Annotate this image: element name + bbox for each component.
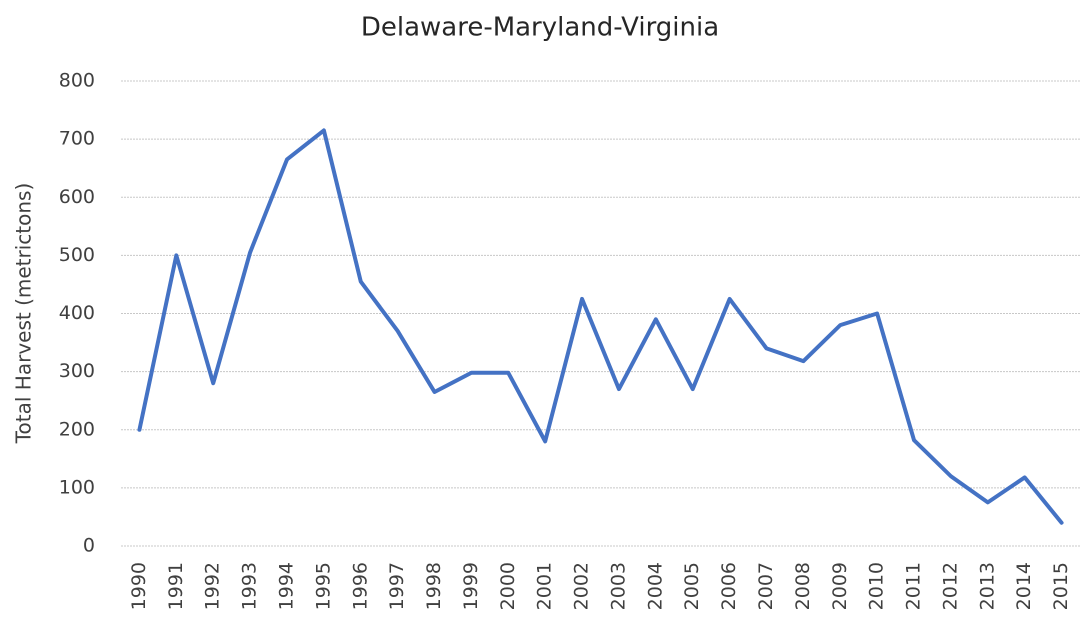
x-tick-label: 2002 [571,562,593,610]
y-axis-title: Total Harvest (metrictons) [12,183,36,445]
x-tick-label: 2009 [829,562,851,610]
x-tick-label: 2011 [903,562,925,610]
x-tick-label: 1993 [239,562,261,610]
x-tick-label: 1996 [349,562,371,610]
x-tick-label: 2005 [681,562,703,610]
x-tick-label: 2012 [939,562,961,610]
x-tick-label: 1991 [165,562,187,610]
chart-title: Delaware-Maryland-Virginia [361,13,719,43]
y-tick-label: 600 [59,186,95,208]
x-tick-label: 2013 [976,562,998,610]
y-tick-label: 300 [59,360,95,382]
y-tick-label: 800 [59,70,95,92]
y-tick-label: 100 [59,476,95,498]
x-tick-label: 2004 [644,562,666,610]
x-tick-label: 1995 [312,562,334,610]
x-tick-label: 2010 [866,562,888,610]
x-tick-label: 1990 [128,562,150,610]
x-tick-label: 1997 [386,562,408,610]
y-tick-label: 500 [59,244,95,266]
x-tick-label: 1999 [460,562,482,610]
x-tick-label: 2015 [1050,562,1072,610]
x-tick-label: 2007 [755,562,777,610]
x-tick-label: 2014 [1013,562,1035,610]
line-series [137,128,1064,525]
x-tick-label: 2003 [607,562,629,610]
x-tick-label: 2006 [718,562,740,610]
y-tick-label: 400 [59,302,95,324]
y-tick-label: 0 [83,535,95,557]
x-tick-label: 1992 [202,562,224,610]
x-tick-label: 2000 [497,562,519,610]
x-tick-label: 2008 [792,562,814,610]
y-tick-label: 700 [59,128,95,150]
x-tick-label: 2001 [534,562,556,610]
y-tick-label: 200 [59,418,95,440]
x-tick-label: 1994 [275,562,297,610]
x-tick-label: 1998 [423,562,445,610]
